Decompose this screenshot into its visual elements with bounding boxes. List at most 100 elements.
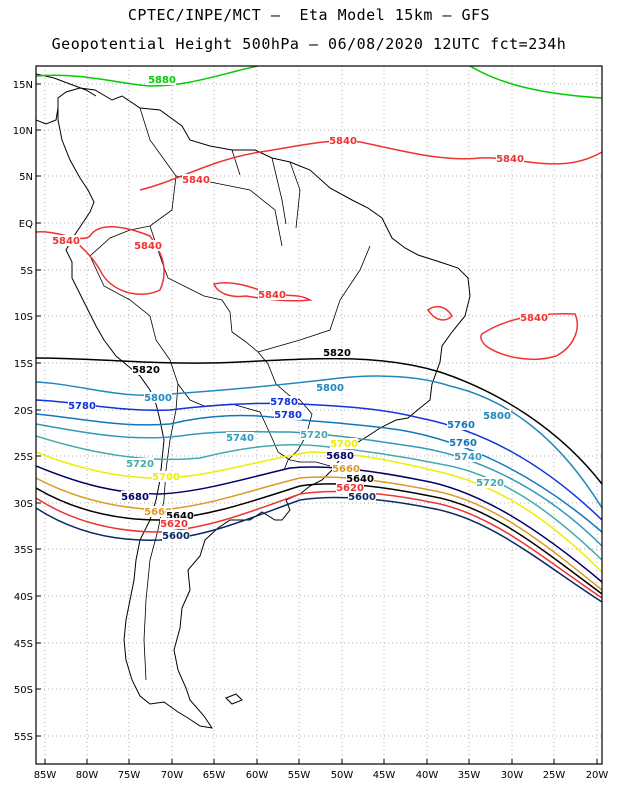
contour-5880: [36, 66, 602, 99]
contour-label-bg: [134, 240, 162, 251]
contour-label: 5600: [348, 492, 376, 503]
contour-5640: [36, 483, 602, 595]
contour-label: 5720: [300, 430, 328, 441]
contour-label-bg: [132, 364, 160, 375]
lat-tick-label: 10S: [14, 312, 33, 323]
contour-label-bg: [449, 437, 477, 448]
contour-5800: [36, 375, 602, 509]
contour-label: 5740: [454, 452, 482, 463]
lat-tick-label: 5N: [19, 172, 33, 183]
contour-label-bg: [166, 510, 194, 521]
contour-label: 5700: [152, 472, 180, 483]
lat-tick-label: 35S: [14, 545, 33, 556]
contour-label: 5600: [162, 531, 190, 542]
contour-5620: [36, 490, 602, 599]
contour-label: 5680: [121, 492, 149, 503]
contour-label: 5780: [68, 401, 96, 412]
contour-label-bg: [454, 451, 482, 462]
contour-label-bg: [330, 438, 358, 449]
graticule: [36, 66, 602, 764]
contour-label-bg: [329, 135, 357, 146]
contour-label-bg: [476, 477, 504, 488]
contour-label-bg: [182, 174, 210, 185]
central-america-coastline: [36, 73, 97, 125]
contour-label: 5800: [144, 393, 172, 404]
lon-tick-label: 60W: [246, 770, 269, 781]
lat-tick-label: 30S: [14, 499, 33, 510]
contour-label-bg: [162, 530, 190, 541]
contour-label-bg: [258, 289, 286, 300]
contour-label-bg: [483, 410, 511, 421]
map-title-line-2: Geopotential Height 500hPa – 06/08/2020 …: [51, 35, 567, 53]
lat-tick-label: 10N: [13, 126, 33, 137]
lat-tick-label: 20S: [14, 406, 33, 417]
contour-label-bg: [520, 312, 548, 323]
contour-label: 5660: [144, 507, 172, 518]
lon-tick-label: 40W: [416, 770, 439, 781]
contour-5820: [36, 357, 602, 485]
south-america-coastline: [57, 87, 471, 729]
contour-label-bg: [274, 409, 302, 420]
lon-tick-label: 85W: [34, 770, 57, 781]
contour-label: 5760: [449, 438, 477, 449]
contour-label-bg: [144, 506, 172, 517]
contour-label: 5840: [520, 313, 548, 324]
contour-label: 5640: [346, 474, 374, 485]
contour-label: 5840: [134, 241, 162, 252]
lon-tick-label: 25W: [543, 770, 566, 781]
contour-label: 5680: [326, 451, 354, 462]
contour-label: 5840: [182, 175, 210, 186]
contour-label-bg: [447, 419, 475, 430]
contour-5700: [36, 451, 602, 573]
lat-tick-label: 50S: [14, 685, 33, 696]
lat-tick-label: 25S: [14, 452, 33, 463]
lat-tick-label: EQ: [19, 219, 33, 230]
contour-label-bg: [152, 471, 180, 482]
contour-label-bg: [300, 429, 328, 440]
contour-label-bg: [226, 432, 254, 443]
lat-tick-label: 55S: [14, 732, 33, 743]
contour-label-bg: [126, 458, 154, 469]
contour-label-bg: [121, 491, 149, 502]
country-borders: [89, 107, 371, 681]
lon-tick-label: 35W: [458, 770, 481, 781]
contour-label-bg: [496, 153, 524, 164]
contour-label: 5880: [148, 75, 176, 86]
lon-tick-label: 45W: [373, 770, 396, 781]
lat-tick-label: 5S: [20, 266, 33, 277]
lat-tick-label: 40S: [14, 592, 33, 603]
contour-label: 5720: [126, 459, 154, 470]
contour-label: 5620: [336, 483, 364, 494]
contour-label: 5660: [332, 464, 360, 475]
contour-label: 5740: [226, 433, 254, 444]
contour-5600: [36, 496, 602, 603]
contour-label-bg: [336, 482, 364, 493]
contour-label-bg: [270, 396, 298, 407]
contour-label: 5800: [483, 411, 511, 422]
contour-5680: [36, 465, 602, 583]
lat-tick-label: 15N: [13, 80, 33, 91]
axis-ticks: 15N 10N 5N EQ 5S 10S 15S 20S 25S 30S 35S 40S 45S 50S 5…: [13, 80, 609, 781]
lat-tick-label: 45S: [14, 639, 33, 650]
contour-5840-coast: [426, 305, 453, 321]
lon-tick-label: 55W: [288, 770, 311, 781]
lon-tick-label: 30W: [501, 770, 524, 781]
map-title-line-1: CPTEC/INPE/MCT – Eta Model 15km – GFS: [127, 6, 491, 24]
contour-labels: 5880 5840 5840 5840 5840 5840 5840 5840 5820 5820…: [52, 74, 548, 542]
coastlines-and-borders: [36, 73, 471, 729]
lon-tick-label: 70W: [161, 770, 184, 781]
contour-label: 5760: [447, 420, 475, 431]
lon-tick-label: 20W: [586, 770, 609, 781]
contour-label-bg: [316, 382, 344, 393]
contour-label-bg: [332, 463, 360, 474]
contour-label: 5720: [476, 478, 504, 489]
contour-label-bg: [323, 347, 351, 358]
lon-tick-label: 75W: [118, 770, 141, 781]
contour-label: 5820: [323, 348, 351, 359]
contour-label-bg: [326, 450, 354, 461]
contour-label: 5800: [316, 383, 344, 394]
lon-tick-label: 50W: [331, 770, 354, 781]
contour-5840-central: [212, 282, 313, 302]
contour-5780: [36, 399, 602, 521]
contour-label: 5780: [274, 410, 302, 421]
